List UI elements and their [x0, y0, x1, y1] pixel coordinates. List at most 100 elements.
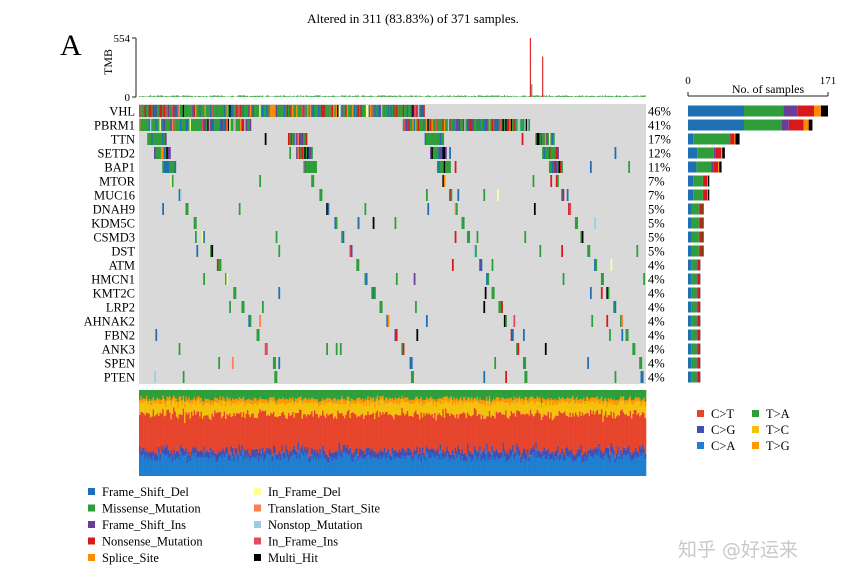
- titv-segment: [190, 411, 193, 452]
- mutation-cell: [179, 105, 182, 117]
- titv-segment: [164, 400, 167, 407]
- titv-segment: [218, 451, 220, 459]
- tmb-bar: [296, 95, 298, 97]
- titv-segment: [603, 402, 606, 416]
- titv-segment: [313, 399, 316, 402]
- tmb-bar: [259, 95, 261, 97]
- mutation-cell: [505, 315, 507, 327]
- titv-segment: [352, 462, 354, 476]
- mutation-cell: [327, 203, 330, 215]
- tmb-bar: [637, 96, 639, 97]
- mutation-cell: [233, 287, 235, 299]
- mutation-cell: [159, 147, 162, 159]
- titv-segment: [577, 404, 580, 417]
- mutation-cell: [447, 161, 450, 173]
- titv-segment: [487, 406, 490, 417]
- mutation-cell: [215, 105, 218, 117]
- mutation-cell: [410, 105, 413, 117]
- titv-segment: [334, 416, 337, 452]
- titv-segment: [401, 448, 404, 456]
- titv-segment: [346, 453, 349, 476]
- mutation-cell: [237, 105, 239, 117]
- titv-segment: [218, 400, 220, 405]
- titv-segment: [357, 401, 360, 416]
- titv-segment: [348, 401, 350, 410]
- tmb-bar: [558, 95, 560, 97]
- titv-segment: [379, 411, 382, 450]
- titv-segment: [610, 397, 613, 402]
- titv-segment: [348, 449, 350, 456]
- mutation-cell: [342, 105, 345, 117]
- mutation-cell: [296, 105, 298, 117]
- titv-segment: [307, 403, 309, 415]
- titv-segment: [335, 451, 338, 461]
- mutation-cell: [259, 175, 262, 187]
- titv-segment: [140, 411, 143, 452]
- titv-segment: [413, 449, 416, 458]
- mutation-cell: [248, 105, 250, 117]
- titv-segment: [527, 400, 529, 404]
- titv-segment: [311, 397, 313, 402]
- titv-segment: [523, 390, 525, 400]
- titv-segment: [341, 390, 343, 397]
- mutation-cell: [427, 203, 430, 215]
- titv-segment: [510, 397, 513, 403]
- titv-segment: [320, 415, 323, 454]
- titv-segment: [330, 413, 332, 453]
- mutation-cell: [158, 119, 160, 131]
- titv-segment: [506, 451, 509, 462]
- titv-segment: [249, 390, 252, 401]
- titv-segment: [270, 397, 272, 401]
- titv-segment: [178, 390, 181, 397]
- titv-segment: [465, 390, 468, 401]
- titv-segment: [260, 403, 263, 412]
- titv-segment: [451, 399, 454, 406]
- mutation-cell: [364, 273, 367, 285]
- titv-segment: [435, 401, 438, 408]
- titv-segment: [203, 451, 205, 476]
- titv-segment: [214, 390, 216, 398]
- titv-segment: [574, 412, 577, 455]
- titv-segment: [555, 450, 558, 460]
- titv-segment: [451, 414, 454, 451]
- titv-segment: [216, 453, 219, 462]
- mutation-cell: [274, 105, 276, 117]
- titv-segment: [410, 415, 413, 452]
- titv-segment: [425, 452, 428, 476]
- titv-segment: [203, 415, 205, 447]
- titv-segment: [427, 414, 430, 449]
- tmb-bar: [343, 95, 346, 97]
- titv-segment: [462, 397, 465, 403]
- mutation-cell: [446, 161, 449, 173]
- titv-segment: [479, 445, 481, 452]
- titv-segment: [256, 390, 259, 401]
- tmb-bar: [186, 95, 188, 97]
- titv-segment: [527, 454, 529, 476]
- titv-segment: [222, 400, 225, 417]
- titv-segment: [324, 417, 327, 454]
- titv-segment: [368, 415, 371, 448]
- titv-segment: [357, 390, 360, 399]
- mutation-cell: [212, 119, 215, 131]
- titv-segment: [154, 400, 156, 404]
- tmb-bar: [216, 95, 218, 97]
- mutation-cell: [200, 105, 203, 117]
- titv-segment: [456, 390, 458, 399]
- titv-segment: [415, 401, 417, 411]
- mutation-cell: [294, 133, 297, 145]
- titv-segment: [503, 390, 506, 400]
- tmb-bar: [223, 96, 225, 97]
- titv-segment: [579, 403, 581, 412]
- titv-segment: [408, 447, 410, 457]
- mutation-cell: [156, 147, 159, 159]
- titv-segment: [409, 404, 412, 416]
- titv-segment: [395, 390, 398, 400]
- mutation-cell: [305, 161, 308, 173]
- titv-segment: [584, 400, 587, 405]
- titv-segment: [391, 453, 394, 476]
- titv-segment: [308, 462, 311, 476]
- titv-segment: [338, 413, 341, 443]
- titv-segment: [547, 401, 550, 412]
- titv-segment: [525, 413, 528, 454]
- mutation-cell: [143, 119, 145, 131]
